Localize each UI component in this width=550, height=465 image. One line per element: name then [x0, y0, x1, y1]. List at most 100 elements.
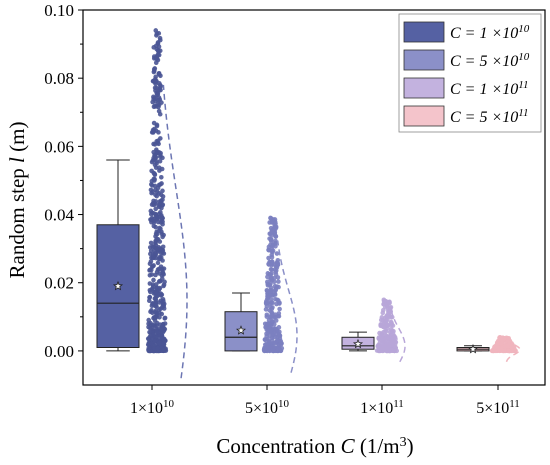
data-point: [275, 260, 281, 266]
data-point: [154, 149, 160, 155]
data-point: [265, 294, 271, 299]
data-point: [393, 336, 398, 342]
data-point: [274, 251, 280, 256]
data-point: [160, 188, 165, 194]
data-point: [154, 330, 160, 335]
plot-area: 0.00 0.02 0.04 0.06 0.08 0.10 C = 1 ×1010 C = 5…: [44, 1, 546, 390]
data-point: [160, 219, 165, 225]
data-point: [264, 314, 270, 319]
data-point: [159, 174, 164, 180]
data-point: [273, 296, 278, 302]
data-point: [151, 120, 157, 126]
data-point: [156, 52, 162, 58]
data-point: [159, 276, 165, 282]
data-point: [153, 315, 159, 320]
data-point: [264, 321, 270, 327]
data-point: [270, 300, 275, 306]
data-point: [152, 251, 158, 256]
data-point: [379, 322, 384, 328]
data-point: [155, 345, 161, 351]
data-point: [276, 313, 282, 319]
data-point: [155, 260, 161, 266]
series-group-2: [224, 215, 298, 373]
y-axis-label: Random step l (m): [5, 122, 29, 279]
data-point: [279, 346, 285, 351]
data-point: [278, 340, 284, 346]
y-tick-label: 0.00: [44, 342, 74, 361]
data-point: [160, 202, 166, 207]
data-point: [276, 279, 281, 284]
data-point: [272, 233, 278, 239]
data-point: [266, 244, 272, 250]
data-point: [157, 35, 163, 41]
data-point: [150, 255, 155, 260]
legend-swatch: [403, 49, 445, 71]
data-point: [385, 340, 391, 345]
data-point: [270, 318, 275, 324]
data-point: [156, 266, 162, 272]
legend-label: C = 5 ×1011: [450, 107, 528, 126]
data-point: [149, 308, 154, 313]
data-point: [501, 348, 507, 354]
data-point: [152, 338, 157, 344]
data-point: [277, 306, 282, 312]
data-point: [270, 249, 275, 255]
data-point: [267, 308, 272, 313]
legend-swatch: [403, 105, 445, 127]
data-point: [155, 138, 161, 143]
data-point: [376, 347, 382, 353]
data-point: [157, 336, 163, 341]
x-axis-label: Concentration C (1/m3): [216, 434, 413, 458]
data-point: [269, 267, 275, 272]
data-point: [501, 336, 507, 342]
data-point: [160, 197, 165, 203]
data-point: [156, 190, 162, 196]
data-point: [147, 295, 152, 300]
x-tick-label: 1×1010: [130, 398, 175, 417]
legend-swatch: [403, 21, 445, 43]
x-tick-label: 5×1011: [476, 398, 520, 417]
data-point: [159, 166, 165, 172]
legend-label: C = 5 ×1010: [450, 51, 530, 70]
data-point: [266, 255, 271, 261]
legend: C = 1 ×1010 C = 5 ×1010 C = 1 ×1011 C = 5 ×…: [398, 13, 542, 133]
data-point: [154, 236, 160, 242]
data-point: [380, 310, 386, 316]
data-point: [152, 296, 158, 301]
scatter-points: [489, 334, 518, 354]
data-point: [156, 130, 161, 135]
legend-label: C = 1 ×1011: [450, 79, 528, 98]
data-point: [262, 337, 268, 342]
data-point: [158, 248, 164, 253]
series-group-3: [341, 297, 406, 363]
data-point: [160, 348, 166, 354]
data-point: [505, 343, 510, 349]
data-point: [386, 300, 392, 305]
data-point: [153, 192, 158, 198]
data-point: [153, 154, 159, 160]
y-tick-label: 0.08: [44, 69, 74, 88]
data-point: [273, 268, 279, 273]
data-point: [156, 307, 162, 312]
data-point: [266, 262, 272, 267]
data-point: [147, 340, 152, 346]
mean-marker: [352, 338, 364, 349]
data-point: [499, 341, 504, 346]
data-point: [156, 340, 162, 345]
data-point: [273, 287, 278, 293]
data-point: [156, 31, 162, 36]
data-point: [273, 312, 278, 318]
data-point: [509, 344, 514, 350]
data-point: [156, 72, 162, 77]
x-tick-label: 5×1010: [245, 398, 290, 417]
data-point: [266, 344, 271, 350]
data-point: [273, 225, 279, 231]
data-point: [153, 206, 159, 212]
data-point: [155, 185, 161, 191]
data-point: [157, 48, 163, 54]
data-point: [146, 298, 152, 304]
x-tick-label: 1×1011: [360, 398, 404, 417]
data-point: [149, 303, 155, 309]
data-point: [148, 208, 154, 214]
